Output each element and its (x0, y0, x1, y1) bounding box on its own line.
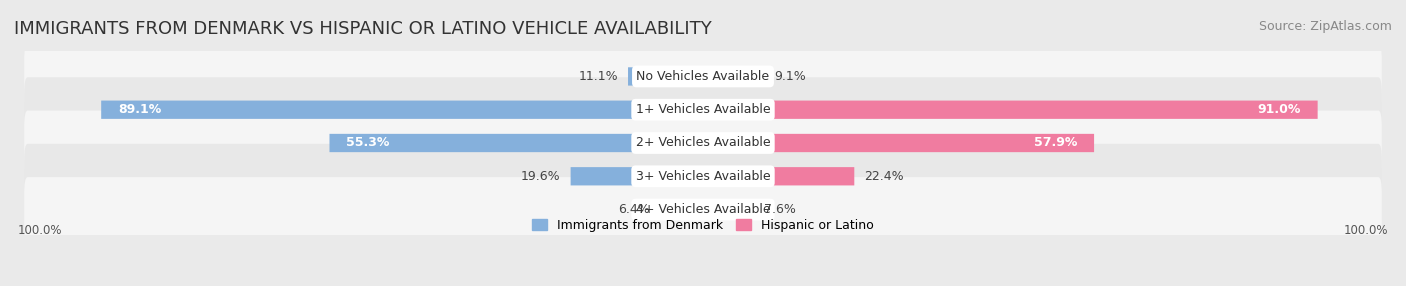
Text: 100.0%: 100.0% (17, 224, 62, 237)
FancyBboxPatch shape (659, 200, 703, 219)
Text: 2+ Vehicles Available: 2+ Vehicles Available (636, 136, 770, 150)
FancyBboxPatch shape (571, 167, 703, 185)
Text: 3+ Vehicles Available: 3+ Vehicles Available (636, 170, 770, 183)
Text: 100.0%: 100.0% (1344, 224, 1389, 237)
Text: No Vehicles Available: No Vehicles Available (637, 70, 769, 83)
Text: 19.6%: 19.6% (520, 170, 561, 183)
Text: 89.1%: 89.1% (118, 103, 162, 116)
Text: 57.9%: 57.9% (1033, 136, 1077, 150)
FancyBboxPatch shape (24, 77, 1382, 142)
Text: 1+ Vehicles Available: 1+ Vehicles Available (636, 103, 770, 116)
FancyBboxPatch shape (101, 101, 703, 119)
Text: IMMIGRANTS FROM DENMARK VS HISPANIC OR LATINO VEHICLE AVAILABILITY: IMMIGRANTS FROM DENMARK VS HISPANIC OR L… (14, 20, 711, 38)
FancyBboxPatch shape (703, 200, 755, 219)
FancyBboxPatch shape (24, 111, 1382, 175)
FancyBboxPatch shape (24, 144, 1382, 209)
FancyBboxPatch shape (628, 67, 703, 86)
FancyBboxPatch shape (703, 67, 765, 86)
Text: 22.4%: 22.4% (865, 170, 904, 183)
FancyBboxPatch shape (24, 177, 1382, 242)
FancyBboxPatch shape (329, 134, 703, 152)
FancyBboxPatch shape (703, 101, 1317, 119)
Text: Source: ZipAtlas.com: Source: ZipAtlas.com (1258, 20, 1392, 33)
Text: 55.3%: 55.3% (346, 136, 389, 150)
FancyBboxPatch shape (24, 44, 1382, 109)
Text: 4+ Vehicles Available: 4+ Vehicles Available (636, 203, 770, 216)
Text: 9.1%: 9.1% (775, 70, 807, 83)
Text: 6.4%: 6.4% (617, 203, 650, 216)
Text: 7.6%: 7.6% (765, 203, 796, 216)
FancyBboxPatch shape (703, 167, 855, 185)
FancyBboxPatch shape (703, 134, 1094, 152)
Legend: Immigrants from Denmark, Hispanic or Latino: Immigrants from Denmark, Hispanic or Lat… (533, 219, 873, 232)
Text: 91.0%: 91.0% (1257, 103, 1301, 116)
Text: 11.1%: 11.1% (578, 70, 617, 83)
